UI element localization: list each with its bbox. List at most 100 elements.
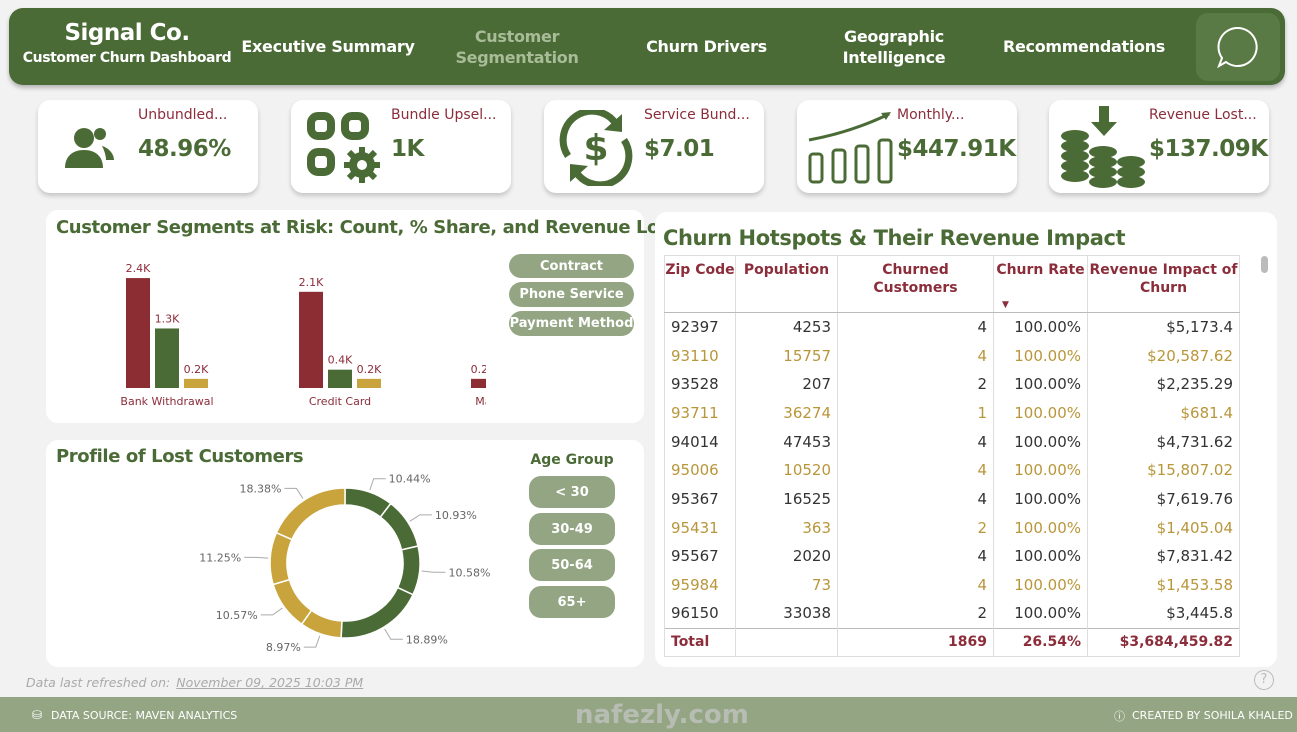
kpi-card-unbundled: Unbundled... 48.96%: [38, 100, 258, 193]
table-cell: 4: [837, 312, 994, 342]
col-revenue-impact[interactable]: Revenue Impact of Churn: [1087, 255, 1240, 313]
bar[interactable]: [328, 369, 352, 388]
age-filter-30-49[interactable]: 30-49: [529, 513, 615, 545]
table-row[interactable]: 94014 47453 4 100.00% $4,731.62: [664, 427, 1240, 456]
col-zip[interactable]: Zip Code: [664, 255, 736, 313]
donut-slice[interactable]: [275, 487, 346, 541]
bar[interactable]: [184, 378, 208, 388]
table-cell: 4: [837, 570, 994, 600]
table-row[interactable]: 92397 4253 4 100.00% $5,173.4: [664, 312, 1240, 342]
table-cell: $7,619.76: [1087, 484, 1240, 514]
total-cell: 1869: [837, 627, 994, 658]
help-icon[interactable]: ?: [1254, 670, 1274, 690]
table-row[interactable]: 96150 33038 2 100.00% $3,445.8: [664, 599, 1240, 629]
table-row[interactable]: 95006 10520 4 100.00% $15,807.02: [664, 455, 1240, 485]
col-churned[interactable]: Churned Customers: [837, 255, 994, 313]
age-filter-50-64[interactable]: 50-64: [529, 549, 615, 581]
table-cell: 16525: [735, 484, 838, 514]
table-row[interactable]: 93528 207 2 100.00% $2,235.29: [664, 369, 1240, 399]
chat-button[interactable]: [1196, 13, 1280, 81]
table-row[interactable]: 95567 2020 4 100.00% $7,831.42: [664, 542, 1240, 571]
donut-slice[interactable]: [272, 578, 313, 626]
kpi-card-service-bundle: $ Service Bund... $7.01: [544, 100, 764, 193]
table-cell: 4: [837, 542, 994, 571]
bar[interactable]: [155, 328, 179, 388]
table-cell: 207: [735, 369, 838, 399]
svg-text:$: $: [583, 128, 608, 169]
age-filter-under-30[interactable]: < 30: [529, 476, 615, 508]
kpi-value: 1K: [391, 136, 424, 162]
filter-phone-service[interactable]: Phone Service: [509, 282, 634, 307]
donut-data-label: 8.97%: [266, 641, 301, 654]
table-cell: 10520: [735, 455, 838, 485]
nav-executive-summary[interactable]: Executive Summary: [241, 37, 415, 56]
kpi-label: Unbundled...: [138, 107, 228, 123]
donut-data-label: 10.44%: [389, 473, 431, 486]
watermark: nafezly.com: [575, 700, 749, 730]
table-cell: 100.00%: [993, 341, 1088, 370]
refresh-date: November 09, 2025 10:03 PM: [176, 675, 364, 690]
table-cell: 47453: [735, 427, 838, 456]
table-cell: $4,731.62: [1087, 427, 1240, 456]
nav-recommendations[interactable]: Recommendations: [1002, 37, 1166, 56]
table-cell: 4253: [735, 312, 838, 342]
filter-payment-method[interactable]: Payment Method: [509, 311, 634, 336]
filter-contract[interactable]: Contract: [509, 254, 634, 278]
bar[interactable]: [126, 278, 150, 388]
age-filter-65-plus[interactable]: 65+: [529, 586, 615, 618]
hotspots-title: Churn Hotspots & Their Revenue Impact: [663, 226, 1126, 250]
kpi-value: $137.09K: [1149, 136, 1268, 162]
bar-data-label: 0.2K: [184, 363, 209, 376]
col-churn-rate[interactable]: Churn Rate ▼: [993, 255, 1088, 313]
segments-title: Customer Segments at Risk: Count, % Shar…: [56, 217, 680, 238]
table-cell: 36274: [735, 398, 838, 428]
bar-data-label: 2.1K: [299, 276, 324, 289]
table-scrollbar[interactable]: [1261, 256, 1268, 273]
bar[interactable]: [471, 378, 486, 388]
table-cell: $3,445.8: [1087, 599, 1240, 629]
table-cell: 95367: [664, 484, 736, 514]
users-icon: [65, 128, 114, 168]
donut-slice[interactable]: [340, 586, 414, 639]
info-icon: ⓘ: [1114, 710, 1125, 723]
table-cell: 100.00%: [993, 484, 1088, 514]
donut-slice[interactable]: [269, 531, 293, 586]
nav-churn-drivers[interactable]: Churn Drivers: [646, 37, 767, 56]
profile-title: Profile of Lost Customers: [56, 446, 304, 467]
table-cell: 93110: [664, 341, 736, 370]
refresh-info: Data last refreshed on: November 09, 2025…: [26, 675, 363, 690]
table-cell: $681.4: [1087, 398, 1240, 428]
table-cell: 2: [837, 599, 994, 629]
donut-slice[interactable]: [396, 545, 421, 596]
nav-geographic-intelligence[interactable]: Geographic Intelligence: [842, 26, 946, 67]
table-cell: 95567: [664, 542, 736, 571]
coins-down-icon: [1061, 106, 1145, 188]
bar[interactable]: [357, 378, 381, 388]
table-cell: 2: [837, 369, 994, 399]
leader-line: [409, 514, 432, 522]
segments-bar-chart: 2.4K 1.3K 0.2K Bank Withdrawal 2.1K 0.4K 0.2K C…: [120, 262, 486, 408]
kpi-label: Monthly...: [897, 107, 965, 123]
donut-slice[interactable]: [379, 502, 419, 551]
sort-desc-icon: ▼: [1002, 300, 1009, 310]
table-cell: 100.00%: [993, 455, 1088, 485]
table-row[interactable]: 95984 73 4 100.00% $1,453.58: [664, 570, 1240, 600]
table-row[interactable]: 93110 15757 4 100.00% $20,587.62: [664, 341, 1240, 370]
table-cell: 100.00%: [993, 398, 1088, 428]
table-cell: 95006: [664, 455, 736, 485]
table-cell: 4: [837, 341, 994, 370]
bar[interactable]: [299, 291, 323, 388]
table-row[interactable]: 95367 16525 4 100.00% $7,619.76: [664, 484, 1240, 514]
leader-line: [384, 628, 403, 640]
table-cell: 95984: [664, 570, 736, 600]
table-row[interactable]: 95431 363 2 100.00% $1,405.04: [664, 513, 1240, 542]
top-nav-bar: Signal Co. Customer Churn Dashboard Exec…: [9, 8, 1285, 85]
total-cell: Total: [664, 627, 736, 658]
donut-data-label: 18.89%: [406, 633, 448, 646]
brand-title: Signal Co.: [64, 20, 190, 46]
nav-customer-segmentation[interactable]: Customer Segmentation: [455, 26, 579, 67]
table-cell: 1: [837, 398, 994, 428]
table-row[interactable]: 93711 36274 1 100.00% $681.4: [664, 398, 1240, 428]
col-population[interactable]: Population: [735, 255, 838, 313]
leader-line: [284, 487, 304, 499]
